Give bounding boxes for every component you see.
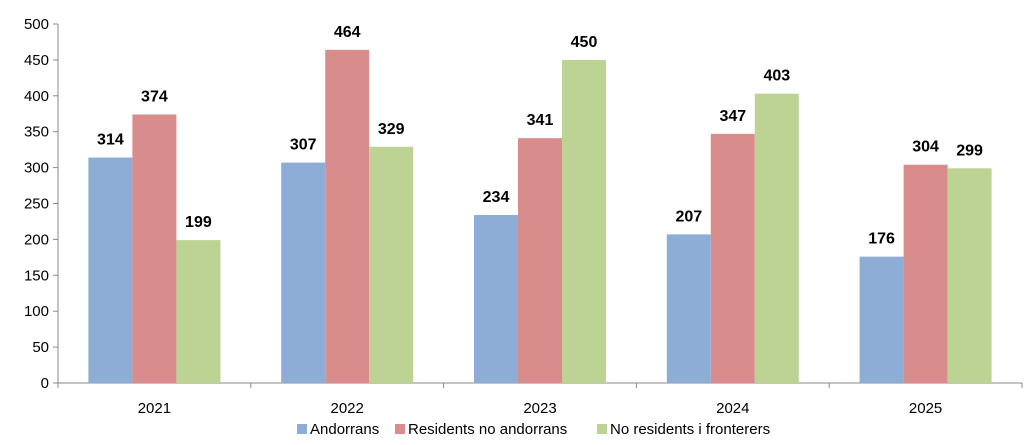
- data-label: 329: [378, 121, 405, 138]
- x-tick-label: 2024: [716, 400, 749, 417]
- x-tick-label: 2022: [331, 400, 364, 417]
- x-tick-label: 2025: [909, 400, 942, 417]
- data-label: 307: [290, 137, 317, 154]
- y-tick-label: 300: [24, 160, 49, 177]
- y-tick-label: 0: [41, 375, 49, 392]
- bar: [903, 164, 948, 383]
- data-labels-layer: 314 374 199 307 464 329 234 341 450 207 347 403 176 3…: [97, 24, 983, 248]
- data-label: 341: [527, 112, 554, 129]
- y-tick-label: 150: [24, 267, 49, 284]
- data-label: 403: [763, 68, 790, 85]
- bar: [474, 214, 518, 383]
- bar: [176, 240, 221, 383]
- legend-label: Residents no andorrans: [408, 421, 567, 438]
- bar: [281, 162, 326, 383]
- legend-swatch: [395, 424, 405, 434]
- y-tick-label: 100: [24, 303, 49, 320]
- data-label: 176: [868, 231, 895, 248]
- data-label: 304: [912, 139, 939, 156]
- bar: [325, 49, 370, 384]
- y-tick-label: 400: [24, 88, 49, 105]
- data-label: 374: [141, 88, 168, 105]
- bar: [562, 59, 606, 384]
- y-tick-label: 450: [24, 52, 49, 69]
- bar: [666, 234, 711, 383]
- bar: [710, 133, 755, 383]
- bar: [132, 114, 177, 383]
- legend-item: Andorrans: [297, 421, 379, 438]
- bars-layer: [88, 49, 992, 384]
- data-label: 199: [185, 214, 212, 231]
- y-tick-label: 250: [24, 196, 49, 213]
- data-label: 347: [719, 108, 746, 125]
- data-label: 234: [483, 189, 510, 206]
- legend-item: Residents no andorrans: [395, 421, 567, 438]
- y-tick-label: 350: [24, 124, 49, 141]
- y-tick-label: 200: [24, 231, 49, 248]
- bar: [947, 168, 992, 383]
- legend: Andorrans Residents no andorrans No reside…: [297, 421, 770, 438]
- legend-label: No residents i fronterers: [610, 421, 770, 438]
- data-label: 299: [956, 142, 983, 159]
- data-label: 314: [97, 132, 124, 149]
- x-tick-label: 2021: [138, 400, 171, 417]
- y-tick-label: 50: [32, 339, 49, 356]
- bar: [88, 157, 133, 383]
- axes-layer: 0 50 100 150 200 250 300 350 400 450 500 2021 2022 20…: [24, 16, 1023, 417]
- bar: [369, 146, 414, 383]
- data-label: 450: [571, 34, 598, 51]
- y-tick-label: 500: [24, 16, 49, 33]
- legend-label: Andorrans: [310, 421, 379, 438]
- x-tick-label: 2023: [523, 400, 556, 417]
- legend-swatch: [297, 424, 307, 434]
- bar: [754, 93, 799, 383]
- legend-swatch: [597, 424, 607, 434]
- bar: [859, 256, 904, 383]
- bar: [518, 138, 562, 383]
- data-label: 207: [675, 208, 702, 225]
- legend-item: No residents i fronterers: [597, 421, 770, 438]
- data-label: 464: [334, 24, 361, 41]
